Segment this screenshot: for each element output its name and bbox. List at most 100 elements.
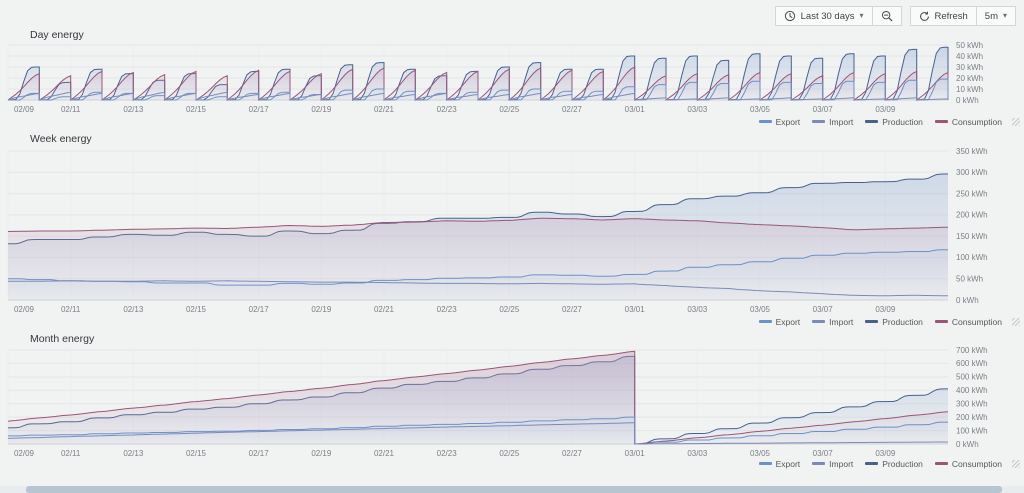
svg-text:02/13: 02/13 — [123, 449, 144, 458]
svg-text:03/05: 03/05 — [750, 105, 771, 114]
svg-text:02/19: 02/19 — [311, 105, 332, 114]
svg-text:02/09: 02/09 — [14, 305, 35, 314]
svg-text:03/09: 03/09 — [875, 449, 896, 458]
legend-label: Production — [882, 316, 923, 327]
refresh-interval-dropdown[interactable]: 5m ▾ — [976, 6, 1016, 26]
legend-item-consumption[interactable]: Consumption — [934, 116, 1002, 127]
legend-item-export[interactable]: Export — [758, 458, 801, 469]
svg-text:03/05: 03/05 — [750, 449, 771, 458]
svg-text:0 kWh: 0 kWh — [956, 296, 979, 305]
svg-text:02/27: 02/27 — [562, 449, 583, 458]
legend-item-export[interactable]: Export — [758, 116, 801, 127]
week-energy-chart[interactable]: 0 kWh 50 kWh 100 kWh 150 kWh 200 kWh 250 kWh 3… — [0, 146, 1010, 316]
time-range-picker[interactable]: Last 30 days ▾ — [774, 6, 873, 26]
day-energy-chart[interactable]: 0 kWh 10 kWh 20 kWh 30 kWh 40 kWh 50 kWh 02/09… — [0, 42, 1010, 116]
horizontal-scrollbar[interactable] — [0, 486, 1024, 493]
month-energy-legend: Export Import Production Consumption — [0, 457, 1024, 470]
svg-text:02/25: 02/25 — [499, 105, 520, 114]
svg-text:600 kWh: 600 kWh — [956, 359, 988, 368]
svg-text:400 kWh: 400 kWh — [956, 386, 988, 395]
svg-text:200 kWh: 200 kWh — [956, 413, 988, 422]
legend-label: Consumption — [951, 116, 1002, 127]
svg-text:40 kWh: 40 kWh — [956, 52, 983, 61]
legend-label: Export — [775, 458, 801, 469]
refresh-button[interactable]: Refresh — [909, 6, 977, 26]
legend-marker — [758, 320, 772, 323]
legend-item-consumption[interactable]: Consumption — [934, 317, 1002, 327]
time-range-label: Last 30 days — [800, 10, 855, 22]
legend-marker — [812, 120, 826, 123]
svg-text:03/07: 03/07 — [813, 305, 834, 314]
svg-text:02/13: 02/13 — [123, 105, 144, 114]
svg-text:02/27: 02/27 — [562, 105, 583, 114]
zoom-out-button[interactable] — [872, 6, 902, 26]
svg-text:250 kWh: 250 kWh — [956, 189, 988, 198]
legend-item-export[interactable]: Export — [758, 317, 800, 327]
svg-text:02/11: 02/11 — [61, 105, 81, 114]
panel-title-month-energy[interactable]: Month energy — [30, 333, 95, 345]
legend-item-production[interactable]: Production — [865, 117, 923, 127]
svg-text:350 kWh: 350 kWh — [956, 147, 988, 156]
svg-text:03/03: 03/03 — [687, 449, 708, 458]
svg-text:02/13: 02/13 — [123, 305, 144, 314]
svg-text:02/19: 02/19 — [311, 449, 332, 458]
day-energy-legend: Export Import Production Consumption — [0, 115, 1024, 128]
month-energy-chart[interactable]: 0 kWh 100 kWh 200 kWh 300 kWh 400 kWh 500 kWh… — [0, 346, 1010, 458]
svg-text:30 kWh: 30 kWh — [956, 63, 983, 72]
panel-resize-handle[interactable] — [1012, 118, 1020, 126]
svg-text:02/09: 02/09 — [14, 105, 35, 114]
svg-text:02/15: 02/15 — [186, 105, 207, 114]
svg-text:03/03: 03/03 — [687, 305, 708, 314]
legend-marker — [812, 320, 826, 323]
refresh-label: Refresh — [934, 10, 968, 22]
svg-text:03/05: 03/05 — [750, 305, 771, 314]
legend-item-import[interactable]: Import — [812, 459, 853, 469]
panel-resize-handle[interactable] — [1012, 318, 1020, 326]
svg-text:02/21: 02/21 — [374, 105, 395, 114]
legend-label: Export — [775, 116, 801, 127]
legend-marker — [934, 320, 948, 323]
svg-text:02/19: 02/19 — [311, 305, 332, 314]
svg-text:10 kWh: 10 kWh — [956, 85, 983, 94]
svg-text:02/21: 02/21 — [374, 305, 395, 314]
legend-item-import[interactable]: Import — [812, 317, 853, 327]
svg-text:02/17: 02/17 — [249, 305, 270, 314]
svg-text:200 kWh: 200 kWh — [956, 211, 988, 220]
svg-text:02/11: 02/11 — [61, 449, 81, 458]
svg-text:50 kWh: 50 kWh — [956, 42, 983, 50]
legend-marker — [812, 462, 826, 465]
svg-text:02/23: 02/23 — [437, 305, 458, 314]
week-energy-legend: Export Import Production Consumption — [0, 315, 1024, 328]
legend-label: Import — [829, 458, 854, 469]
svg-text:300 kWh: 300 kWh — [956, 168, 988, 177]
legend-marker — [865, 462, 879, 465]
legend-label: Production — [882, 458, 923, 469]
legend-marker — [865, 120, 879, 123]
panel-day-energy: Day energy 0 kWh 10 kWh 20 kWh 30 kWh 40 kWh… — [0, 0, 1024, 128]
legend-item-production[interactable]: Production — [865, 317, 923, 327]
svg-text:03/01: 03/01 — [625, 449, 646, 458]
svg-text:02/09: 02/09 — [14, 449, 35, 458]
legend-item-consumption[interactable]: Consumption — [934, 459, 1002, 469]
legend-label: Import — [829, 316, 854, 327]
legend-item-production[interactable]: Production — [865, 459, 923, 469]
legend-item-import[interactable]: Import — [812, 117, 853, 127]
panel-resize-handle[interactable] — [1012, 460, 1020, 468]
refresh-icon — [919, 11, 930, 22]
clock-icon — [784, 10, 796, 22]
svg-text:300 kWh: 300 kWh — [956, 400, 988, 409]
svg-text:0 kWh: 0 kWh — [956, 440, 979, 449]
svg-text:500 kWh: 500 kWh — [956, 373, 988, 382]
panel-title-day-energy[interactable]: Day energy — [30, 29, 84, 41]
svg-text:02/25: 02/25 — [499, 305, 520, 314]
svg-text:02/27: 02/27 — [562, 305, 583, 314]
panel-month-energy: Month energy 0 kWh 100 kWh 200 kWh 300 kWh 4… — [0, 333, 1024, 470]
svg-text:03/09: 03/09 — [875, 105, 896, 114]
legend-label: Production — [882, 116, 923, 127]
refresh-interval-value: 5m — [984, 10, 998, 22]
legend-label: Import — [829, 116, 854, 127]
svg-text:03/07: 03/07 — [813, 449, 834, 458]
svg-text:150 kWh: 150 kWh — [956, 232, 988, 241]
horizontal-scrollbar-thumb[interactable] — [26, 486, 1002, 493]
panel-title-week-energy[interactable]: Week energy — [30, 133, 92, 145]
